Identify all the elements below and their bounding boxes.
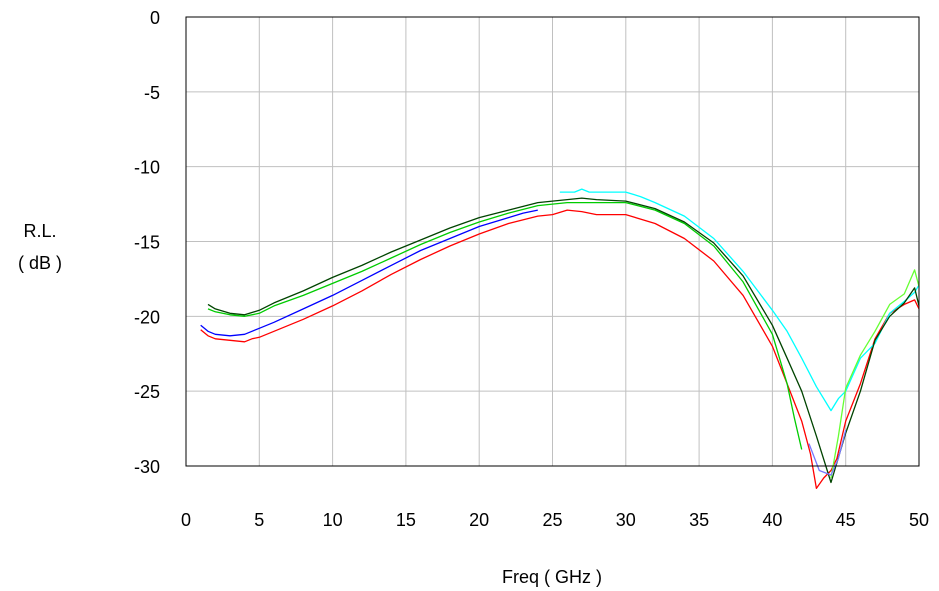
y-tick-label: 0 bbox=[150, 8, 160, 28]
plot-frame bbox=[185, 16, 920, 467]
x-tick-label: 0 bbox=[181, 510, 191, 530]
x-axis-label: Freq ( GHz ) bbox=[502, 567, 602, 587]
x-tick-label: 20 bbox=[469, 510, 489, 530]
x-tick-label: 30 bbox=[616, 510, 636, 530]
series-line-6 bbox=[207, 197, 920, 484]
x-tick-label: 50 bbox=[909, 510, 929, 530]
x-tick-label: 25 bbox=[542, 510, 562, 530]
series-line-7 bbox=[808, 429, 847, 476]
y-axis-label-line2: ( dB ) bbox=[18, 253, 62, 273]
y-tick-label: -10 bbox=[134, 158, 160, 178]
series-line-3 bbox=[559, 188, 920, 412]
series-line-4 bbox=[207, 201, 803, 450]
y-tick-label: -25 bbox=[134, 382, 160, 402]
x-tick-labels: 0 5 10 15 20 25 30 35 40 45 50 bbox=[181, 510, 929, 530]
y-tick-label: -20 bbox=[134, 307, 160, 327]
y-tick-label: -15 bbox=[134, 233, 160, 253]
x-tick-label: 35 bbox=[689, 510, 709, 530]
x-tick-label: 5 bbox=[254, 510, 264, 530]
y-axis-label-line1: R.L. bbox=[23, 221, 56, 241]
y-tick-labels: 0 -5 -10 -15 -20 -25 -30 bbox=[134, 8, 160, 477]
x-tick-label: 45 bbox=[836, 510, 856, 530]
y-tick-label: -5 bbox=[144, 83, 160, 103]
series-group bbox=[200, 188, 920, 490]
series-line-5 bbox=[830, 269, 920, 479]
x-tick-label: 10 bbox=[323, 510, 343, 530]
x-tick-label: 15 bbox=[396, 510, 416, 530]
x-tick-label: 40 bbox=[762, 510, 782, 530]
y-tick-label: -30 bbox=[134, 457, 160, 477]
series-line-2 bbox=[200, 209, 538, 337]
series-line-1 bbox=[200, 209, 920, 490]
